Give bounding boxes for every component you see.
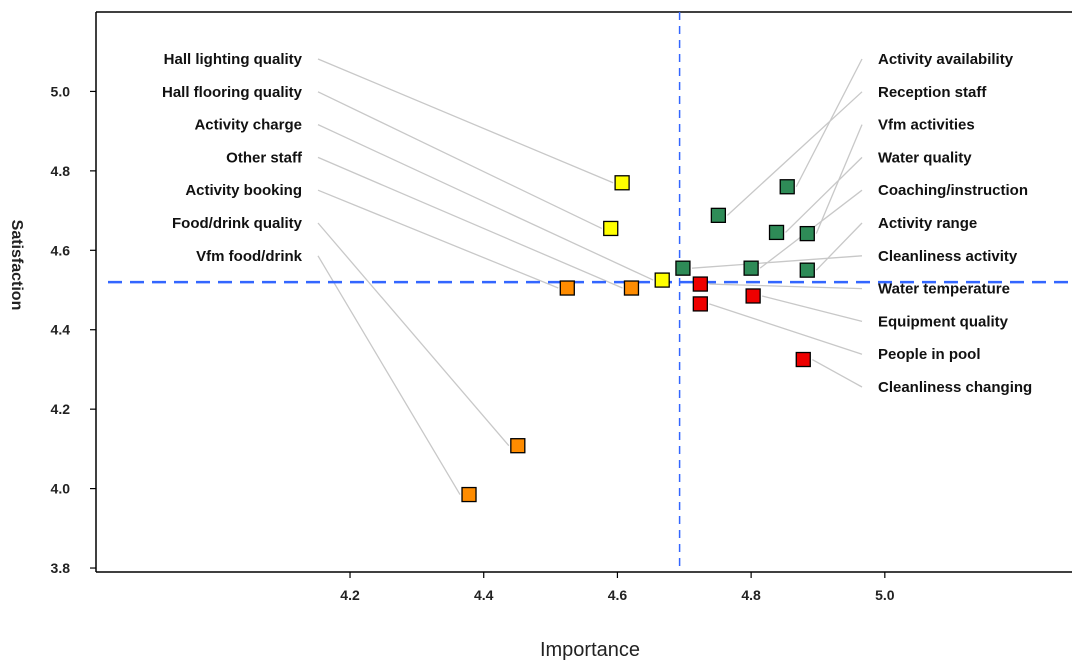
leader-line [317, 255, 461, 495]
data-point-marker [799, 262, 815, 278]
point-label: Hall lighting quality [164, 51, 303, 68]
data-point-marker [510, 438, 526, 454]
leader-line [811, 358, 863, 388]
x-tick-label: 4.4 [474, 587, 494, 603]
point-label: Food/drink quality [172, 215, 303, 232]
data-point-marker [461, 486, 477, 503]
x-tick-label: 4.6 [608, 587, 628, 603]
leader-line [317, 189, 559, 289]
point-label: Vfm activities [878, 117, 975, 134]
point-labels: Hall lighting quality Hall flooring quali… [162, 51, 1032, 396]
data-point-marker [779, 179, 795, 195]
point-label: Water temperature [878, 281, 1010, 298]
mean-lines [108, 12, 1072, 572]
point-label: Water quality [878, 149, 972, 166]
leader-line [726, 91, 863, 216]
data-points [461, 175, 815, 503]
leader-line [761, 295, 863, 323]
leader-line [317, 91, 603, 230]
x-axis-title: Importance [540, 639, 640, 661]
y-tick-label: 3.8 [51, 560, 71, 576]
leader-line [317, 124, 654, 281]
data-point-marker [654, 272, 670, 288]
point-label: Activity range [878, 215, 977, 232]
data-point-marker [795, 351, 811, 368]
leader-line [317, 58, 614, 184]
data-point-marker [603, 220, 619, 237]
y-tick-label: 5.0 [51, 83, 71, 99]
data-point-marker [745, 288, 761, 304]
y-tick-label: 4.6 [51, 242, 71, 258]
x-tick-label: 4.2 [340, 587, 360, 603]
data-point-marker [623, 280, 640, 296]
data-point-marker [743, 260, 759, 276]
leader-line [317, 156, 623, 289]
leader-line [785, 156, 863, 233]
point-label: Coaching/instruction [878, 182, 1028, 199]
data-point-marker [614, 175, 630, 191]
data-point-marker [692, 276, 708, 292]
data-point-marker [710, 207, 727, 223]
leader-line [709, 283, 863, 290]
point-label: Cleanliness changing [878, 379, 1032, 396]
point-label: Equipment quality [878, 313, 1009, 330]
axes: 3.8 4.0 4.2 4.4 4.6 4.8 5.0 4.2 4.4 4.6 4.8 5.0 [51, 11, 1072, 603]
data-point-marker [799, 225, 815, 242]
point-label: Hall flooring quality [162, 84, 303, 101]
x-tick-label: 4.8 [741, 587, 761, 603]
data-point-marker [559, 280, 575, 296]
y-tick-label: 4.8 [51, 163, 71, 179]
point-label: Activity booking [185, 182, 302, 199]
y-axis-title: Satisfaction [8, 220, 25, 311]
point-label: People in pool [878, 346, 981, 363]
leader-lines [317, 58, 863, 495]
x-tick-label: 5.0 [875, 587, 895, 603]
point-label: Cleanliness activity [878, 248, 1018, 265]
point-label: Other staff [226, 149, 303, 166]
leader-line [815, 222, 863, 271]
data-point-marker [692, 296, 708, 312]
leader-line [317, 222, 510, 447]
point-label: Vfm food/drink [196, 248, 302, 265]
y-tick-label: 4.4 [51, 322, 71, 338]
leader-line [691, 255, 863, 269]
y-tick-label: 4.2 [51, 401, 71, 417]
leader-line [709, 303, 863, 355]
leader-line [795, 58, 863, 188]
point-label: Reception staff [878, 84, 987, 101]
y-tick-label: 4.0 [51, 481, 71, 497]
point-label: Activity availability [878, 51, 1014, 68]
point-label: Activity charge [194, 117, 302, 134]
data-point-marker [768, 224, 785, 241]
data-point-marker [675, 260, 691, 276]
